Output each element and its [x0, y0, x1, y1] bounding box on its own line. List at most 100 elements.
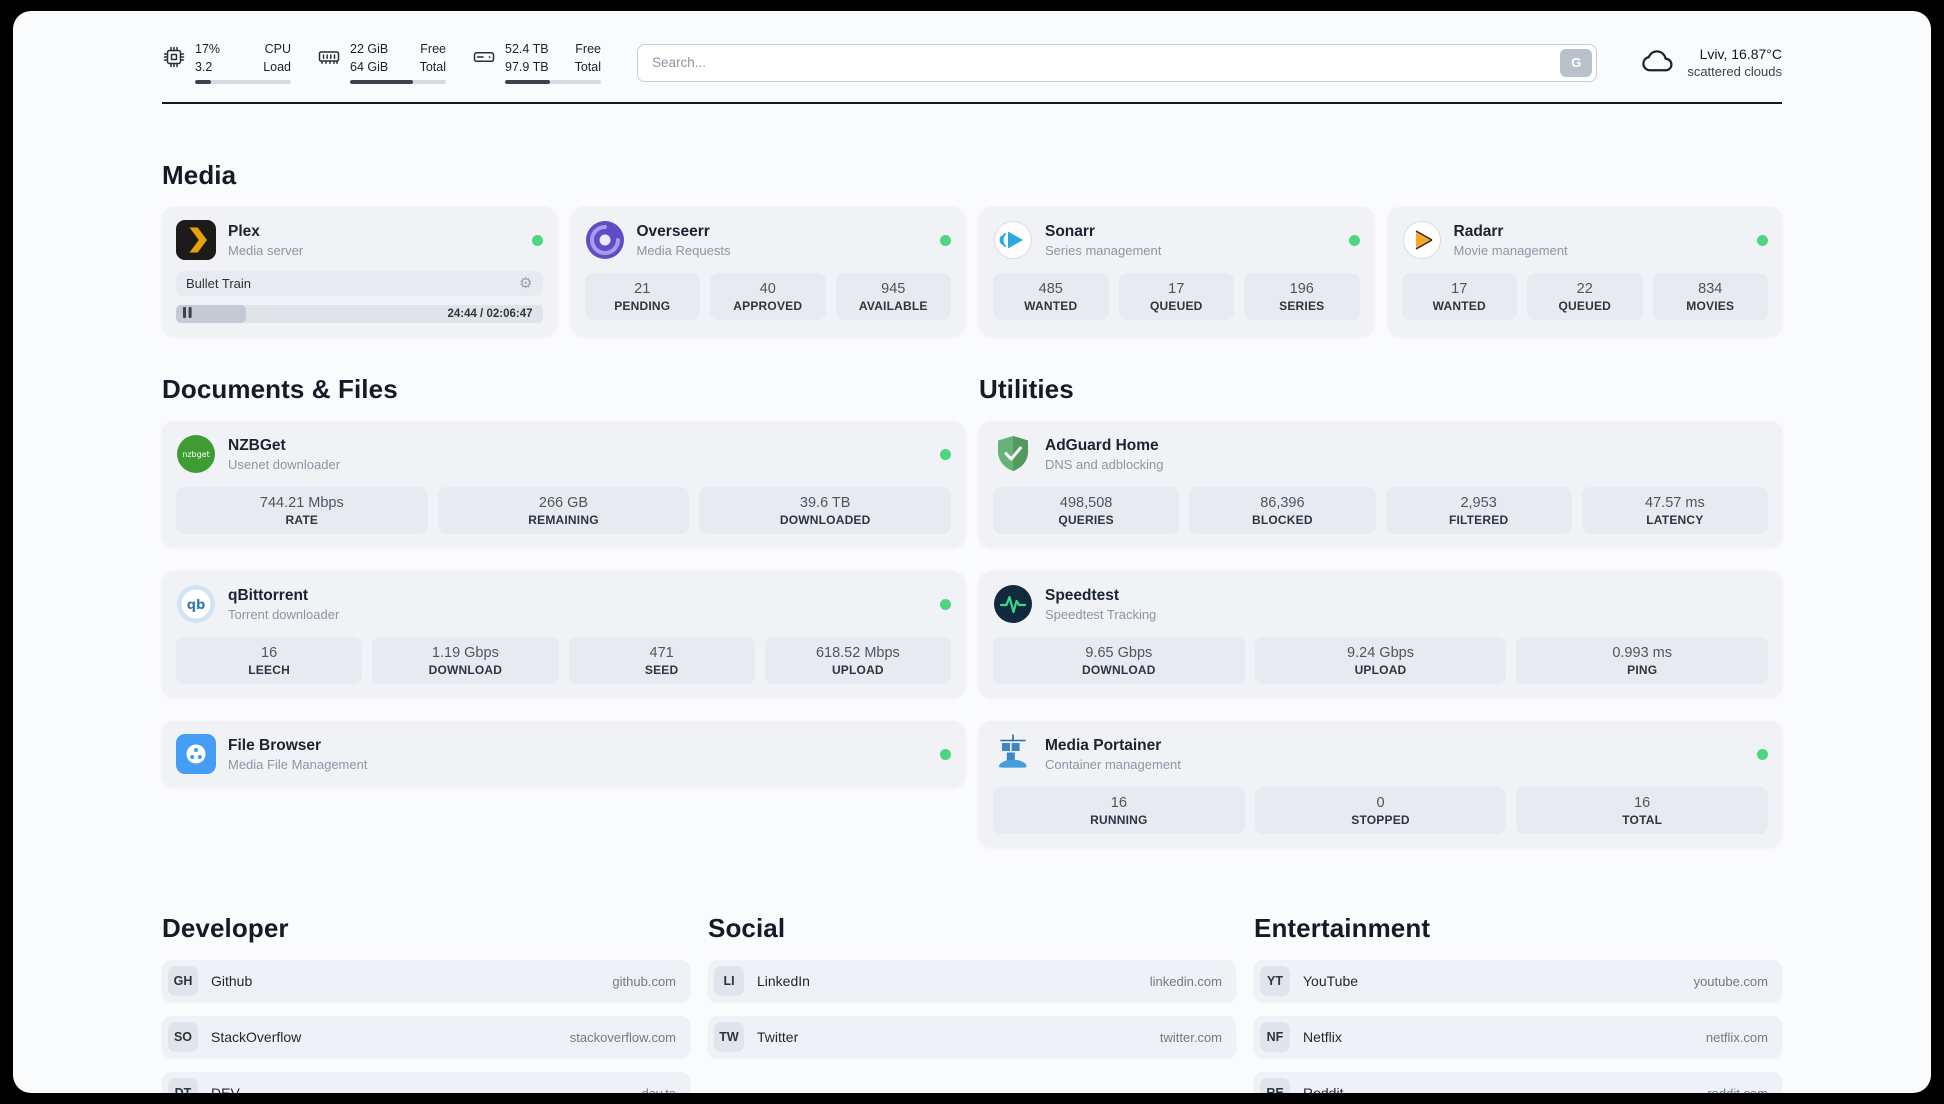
stat-label: DOWNLOAD [1082, 663, 1156, 677]
ram-total: 64 GiB [350, 59, 389, 74]
stat-tile: 0.993 ms PING [1516, 637, 1769, 684]
ram-icon [317, 41, 341, 74]
bookmark-stackoverflow[interactable]: SO StackOverflow stackoverflow.com [162, 1016, 690, 1058]
bookmark-github[interactable]: GH Github github.com [162, 960, 690, 1002]
sonarr-card[interactable]: Sonarr Series management 485 WANTED 17 Q… [979, 207, 1374, 336]
stat-label: QUEUED [1558, 299, 1612, 313]
stat-label: PENDING [614, 299, 671, 313]
bookmark-reddit[interactable]: RE Reddit reddit.com [1254, 1072, 1782, 1093]
stat-tile: 1.19 Gbps DOWNLOAD [372, 637, 559, 684]
stat-label: DOWNLOAD [428, 663, 503, 677]
app-name: File Browser [228, 736, 322, 754]
stat-value: 196 [1289, 281, 1314, 297]
stat-value: 1.19 Gbps [431, 645, 499, 661]
app-name: AdGuard Home [1045, 436, 1159, 454]
filebrowser-icon [176, 734, 216, 774]
stat-label: STOPPED [1351, 813, 1410, 827]
portainer-card[interactable]: Media Portainer Container management 16 … [979, 721, 1782, 847]
qbittorrent-icon: qb [176, 584, 216, 624]
status-dot [940, 598, 951, 610]
bookmark-abbr: NF [1260, 1022, 1290, 1052]
app-name: Radarr [1453, 222, 1504, 240]
stat-value: 2,953 [1460, 495, 1497, 511]
stat-tile: 22 QUEUED [1527, 273, 1643, 320]
system-monitors: 17% CPU 3.2 Load [162, 41, 601, 84]
stat-tile: 40 APPROVED [710, 273, 826, 320]
svg-text:nzbget: nzbget [182, 450, 209, 459]
top-bar: 17% CPU 3.2 Load [162, 11, 1782, 84]
plex-icon [176, 220, 216, 260]
stat-label: PING [1627, 663, 1658, 677]
section-developer: Developer GH Github github.com SO StackO… [162, 913, 690, 1093]
bookmark-abbr: LI [714, 966, 744, 996]
weather-condition: scattered clouds [1687, 64, 1782, 79]
weather-widget: Lviv, 16.87°C scattered clouds [1639, 44, 1782, 81]
bookmark-dev[interactable]: DT DEV dev.to [162, 1072, 690, 1093]
stat-value: 744.21 Mbps [259, 495, 344, 511]
speedtest-card[interactable]: Speedtest Speedtest Tracking 9.65 Gbps D… [979, 571, 1782, 697]
app-desc: DNS and adblocking [1045, 456, 1164, 472]
status-dot [940, 234, 951, 246]
stat-value: 47.57 ms [1645, 495, 1705, 511]
speedtest-icon [993, 584, 1033, 624]
section-utilities: Utilities [979, 374, 1782, 847]
pause-icon[interactable] [183, 305, 192, 323]
stat-tile: 16 LEECH [176, 637, 363, 684]
stat-value: 498,508 [1059, 495, 1113, 511]
stat-tile: 266 GB REMAINING [437, 487, 690, 534]
app-name: Plex [228, 222, 260, 240]
bookmark-twitter[interactable]: TW Twitter twitter.com [708, 1016, 1236, 1058]
app-desc: Series management [1045, 242, 1162, 258]
app-desc: Torrent downloader [228, 606, 340, 622]
ram-label-1: Free [420, 42, 446, 56]
stat-tile: 744.21 Mbps RATE [176, 487, 428, 534]
radarr-card[interactable]: Radarr Movie management 17 WANTED 22 QUE… [1387, 207, 1782, 336]
bookmark-url: stackoverflow.com [569, 1029, 676, 1045]
gear-icon[interactable]: ⚙ [519, 275, 533, 292]
dashboard-page: 17% CPU 3.2 Load [13, 11, 1931, 1093]
status-dot [1348, 234, 1360, 246]
stat-tile: 21 PENDING [584, 273, 700, 320]
bookmark-url: youtube.com [1693, 973, 1768, 989]
section-entertainment: Entertainment YT YouTube youtube.com NF … [1254, 913, 1782, 1093]
stat-tile: 86,396 BLOCKED [1189, 487, 1376, 534]
documents-section-title: Documents & Files [162, 374, 398, 404]
stat-label: APPROVED [733, 299, 803, 313]
overseerr-card[interactable]: Overseerr Media Requests 21 PENDING 40 A… [570, 207, 965, 336]
bookmark-url: linkedin.com [1149, 973, 1222, 989]
cpu-progress-fill [195, 80, 212, 84]
stat-value: 17 [1168, 281, 1185, 297]
app-desc: Usenet downloader [228, 456, 341, 472]
app-desc: Movie management [1453, 242, 1568, 258]
nzbget-card[interactable]: nzbget NZBGet Usenet downloader 74 [162, 421, 965, 547]
sonarr-icon [993, 220, 1033, 260]
stat-value: 86,396 [1260, 495, 1305, 511]
bookmark-linkedin[interactable]: LI LinkedIn linkedin.com [708, 960, 1236, 1002]
stat-tile: 16 RUNNING [993, 787, 1245, 834]
disk-free: 52.4 TB [505, 42, 549, 56]
qbittorrent-card[interactable]: qb qBittorrent Torrent downloader [162, 571, 965, 697]
stat-tile: 0 STOPPED [1254, 787, 1507, 834]
app-desc: Container management [1045, 756, 1181, 772]
adguard-card[interactable]: AdGuard Home DNS and adblocking 498,508 … [979, 421, 1782, 547]
stat-tile: 39.6 TB DOWNLOADED [699, 487, 952, 534]
search-input[interactable] [637, 43, 1598, 82]
bookmark-url: netflix.com [1705, 1029, 1768, 1045]
bookmark-youtube[interactable]: YT YouTube youtube.com [1254, 960, 1782, 1002]
filebrowser-card[interactable]: File Browser Media File Management [162, 721, 965, 787]
bookmark-url: dev.to [641, 1085, 676, 1094]
player-progress-bar[interactable]: 24:44 / 02:06:47 [176, 305, 543, 323]
stat-label: RATE [285, 513, 319, 527]
disk-progress-track [505, 80, 601, 84]
stat-tile: 945 AVAILABLE [835, 273, 951, 320]
stat-value: 16 [1110, 795, 1127, 811]
media-section-title: Media [162, 160, 237, 190]
section-social: Social LI LinkedIn linkedin.com TW Twitt… [708, 913, 1236, 1093]
bookmark-netflix[interactable]: NF Netflix netflix.com [1254, 1016, 1782, 1058]
stat-value: 17 [1451, 281, 1468, 297]
cpu-monitor: 17% CPU 3.2 Load [162, 41, 291, 84]
stat-value: 9.65 Gbps [1085, 645, 1153, 661]
stat-tile: 16 TOTAL [1516, 787, 1769, 834]
search-engine-button[interactable]: G [1560, 48, 1593, 77]
plex-card[interactable]: Plex Media server Bullet Train ⚙ [162, 207, 557, 336]
